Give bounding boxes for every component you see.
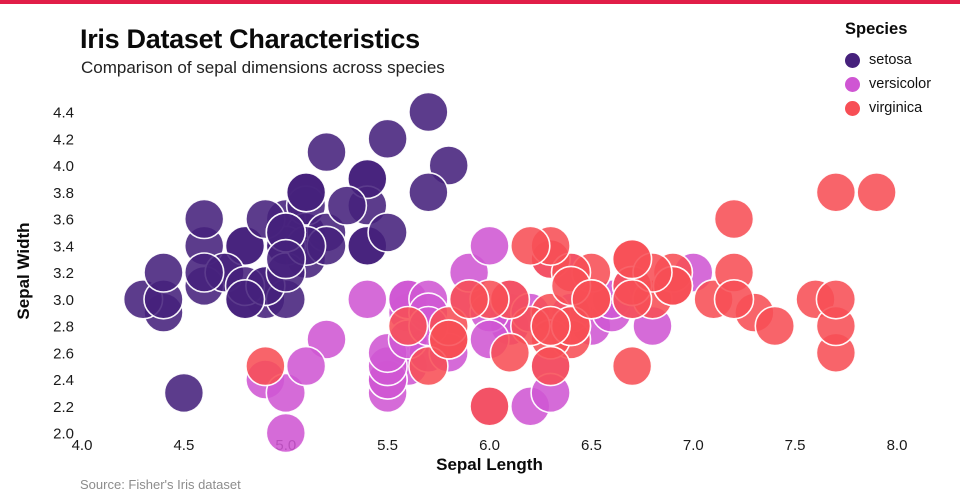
point-virginica [530, 305, 571, 347]
point-versicolor [346, 278, 388, 320]
legend-title: Species [845, 20, 908, 38]
chart-subtitle: Comparison of sepal dimensions across sp… [81, 58, 445, 77]
legend-items: setosa versicolor virginica [845, 48, 957, 120]
y-axis-title: Sepal Width [14, 222, 33, 320]
x-tick-label: 7.5 [785, 437, 806, 454]
point-virginica [611, 278, 653, 320]
point-virginica [754, 305, 796, 347]
point-setosa [265, 238, 307, 280]
x-axis-title: Sepal Length [436, 455, 543, 474]
point-setosa [285, 172, 327, 213]
point-virginica [815, 278, 857, 320]
y-tick-label: 2.0 [53, 426, 74, 443]
y-tick-label: 4.2 [53, 131, 74, 148]
y-tick-label: 2.6 [53, 345, 74, 362]
legend-swatch-icon [845, 100, 860, 116]
legend-swatch-icon [845, 76, 860, 92]
y-tick-label: 3.2 [53, 265, 74, 282]
point-setosa [183, 252, 225, 293]
point-virginica [713, 278, 755, 320]
x-tick-label: 8.0 [887, 437, 908, 454]
point-virginica [713, 198, 755, 240]
accent-bar [0, 0, 960, 4]
x-tick-label: 4.0 [72, 437, 93, 454]
x-tick-label: 5.5 [377, 437, 398, 454]
point-setosa [306, 131, 347, 173]
point-setosa [408, 172, 449, 213]
point-setosa [143, 252, 184, 293]
point-virginica [856, 172, 897, 213]
y-tick-label: 2.8 [53, 319, 74, 336]
y-tick-label: 2.2 [53, 399, 74, 416]
y-tick-label: 3.8 [53, 185, 74, 202]
y-tick-label: 3.0 [53, 292, 74, 309]
point-setosa [326, 185, 368, 226]
point-versicolor [265, 412, 307, 454]
point-virginica [571, 278, 612, 320]
legend-item-setosa: setosa [845, 48, 957, 72]
legend-item-virginica: virginica [845, 96, 957, 120]
point-virginica [530, 345, 571, 387]
x-tick-label: 6.0 [479, 437, 500, 454]
x-tick-label: 6.5 [581, 437, 602, 454]
y-tick-label: 3.6 [53, 212, 74, 229]
x-tick-label: 7.0 [683, 437, 704, 454]
y-tick-label: 4.4 [53, 105, 74, 122]
legend-item-versicolor: versicolor [845, 72, 957, 96]
point-virginica [509, 225, 551, 267]
point-setosa [408, 91, 449, 133]
point-setosa [367, 212, 408, 253]
point-setosa [163, 372, 205, 414]
point-virginica [469, 385, 510, 427]
point-setosa [367, 118, 408, 160]
point-virginica [448, 278, 490, 320]
legend-label: versicolor [869, 76, 932, 92]
point-setosa [183, 198, 225, 240]
point-virginica [245, 345, 286, 387]
legend-label: setosa [869, 52, 912, 68]
x-tick-label: 4.5 [173, 437, 194, 454]
point-virginica [611, 345, 653, 387]
point-setosa [224, 278, 266, 320]
legend-label: virginica [869, 100, 923, 116]
legend: Species setosa versicolor virginica [845, 20, 957, 120]
legend-swatch-icon [845, 52, 860, 68]
point-virginica [387, 305, 429, 347]
chart-title: Iris Dataset Characteristics [80, 24, 420, 54]
point-virginica [428, 319, 470, 360]
y-tick-label: 4.0 [53, 158, 74, 175]
point-virginica [815, 172, 857, 213]
source-note: Source: Fisher's Iris dataset [80, 477, 241, 492]
point-versicolor [285, 345, 327, 387]
point-virginica [489, 332, 531, 374]
y-tick-label: 3.4 [53, 238, 74, 255]
y-tick-label: 2.4 [53, 372, 74, 389]
point-versicolor [469, 225, 510, 267]
point-virginica [611, 238, 653, 280]
